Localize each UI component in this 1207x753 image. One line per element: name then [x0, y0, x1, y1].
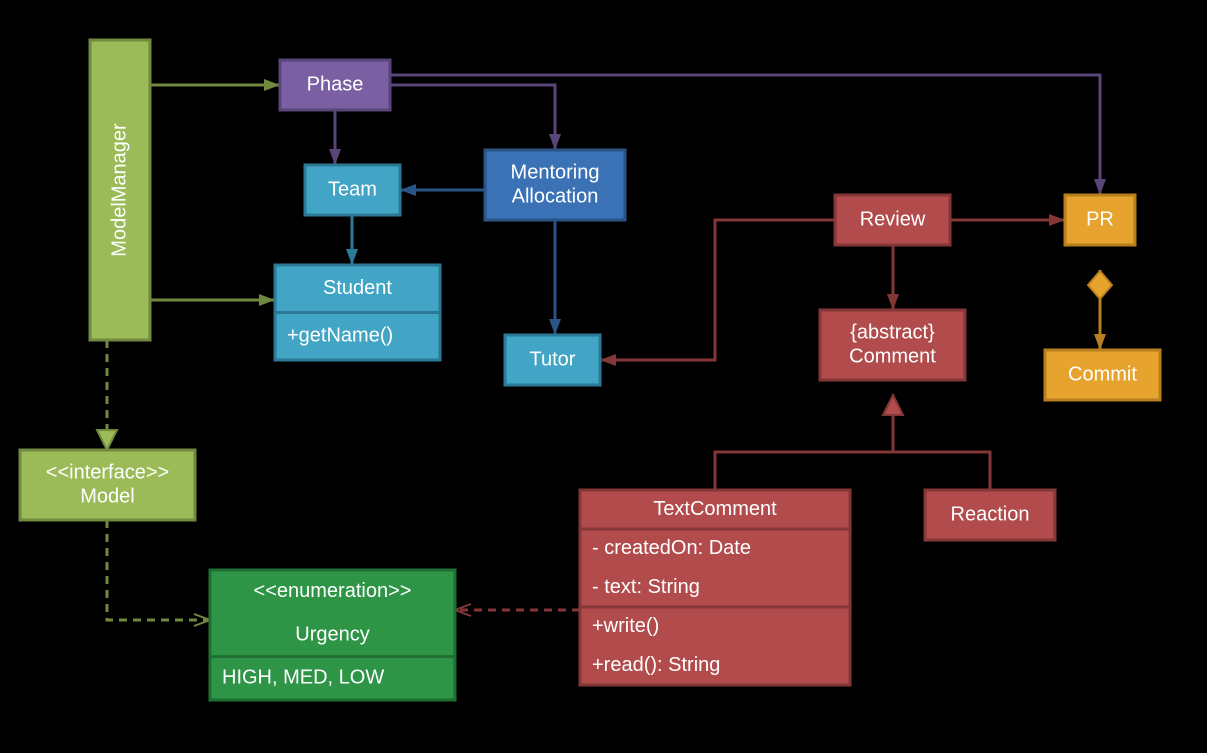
- svg-text:Phase: Phase: [307, 73, 364, 95]
- edge-textComment: [715, 395, 893, 490]
- node-textComment: TextComment - createdOn: Date - text: Stri…: [580, 490, 850, 685]
- node-tutor: Tutor: [505, 335, 600, 385]
- uml-diagram: ModelManager Phase Team MentoringAllocation…: [0, 0, 1207, 753]
- svg-text:Urgency: Urgency: [295, 623, 369, 645]
- node-modelManager: ModelManager: [90, 40, 150, 340]
- svg-text:+read(): String: +read(): String: [592, 654, 720, 676]
- edge-review: [600, 220, 835, 360]
- node-commit: Commit: [1045, 350, 1160, 400]
- node-team: Team: [305, 165, 400, 215]
- svg-text:HIGH, MED, LOW: HIGH, MED, LOW: [222, 667, 384, 689]
- svg-text:Student: Student: [323, 277, 392, 299]
- node-student: Student +getName(): [275, 265, 440, 360]
- svg-text:Review: Review: [860, 208, 926, 230]
- svg-text:Mentoring: Mentoring: [511, 161, 600, 183]
- svg-text:+write(): +write(): [592, 615, 659, 637]
- node-comment: {abstract}Comment: [820, 310, 965, 380]
- edge-phase: [390, 85, 555, 150]
- svg-text:{abstract}: {abstract}: [850, 321, 935, 343]
- svg-text:Model: Model: [80, 485, 134, 507]
- svg-text:Comment: Comment: [849, 345, 936, 367]
- node-model: <<interface>>Model: [20, 450, 195, 520]
- svg-text:- text: String: - text: String: [592, 576, 700, 598]
- svg-text:Team: Team: [328, 178, 377, 200]
- svg-text:Commit: Commit: [1068, 363, 1137, 385]
- node-pr: PR: [1065, 195, 1135, 245]
- svg-text:- createdOn: Date: - createdOn: Date: [592, 537, 751, 559]
- svg-text:<<enumeration>>: <<enumeration>>: [254, 580, 412, 602]
- svg-text:<<interface>>: <<interface>>: [46, 461, 169, 483]
- svg-text:PR: PR: [1086, 208, 1114, 230]
- svg-text:TextComment: TextComment: [653, 498, 777, 520]
- svg-text:Reaction: Reaction: [951, 503, 1030, 525]
- node-mentoring: MentoringAllocation: [485, 150, 625, 220]
- edge-reaction: [894, 452, 990, 490]
- svg-text:ModelManager: ModelManager: [108, 123, 130, 257]
- edge-model: [107, 520, 210, 620]
- node-reaction: Reaction: [925, 490, 1055, 540]
- node-phase: Phase: [280, 60, 390, 110]
- diamond: [1088, 271, 1112, 299]
- svg-text:+getName(): +getName(): [287, 325, 393, 347]
- node-urgency: <<enumeration>> Urgency HIGH, MED, LOW: [210, 570, 455, 700]
- svg-text:Allocation: Allocation: [512, 185, 599, 207]
- svg-text:Tutor: Tutor: [530, 348, 576, 370]
- node-review: Review: [835, 195, 950, 245]
